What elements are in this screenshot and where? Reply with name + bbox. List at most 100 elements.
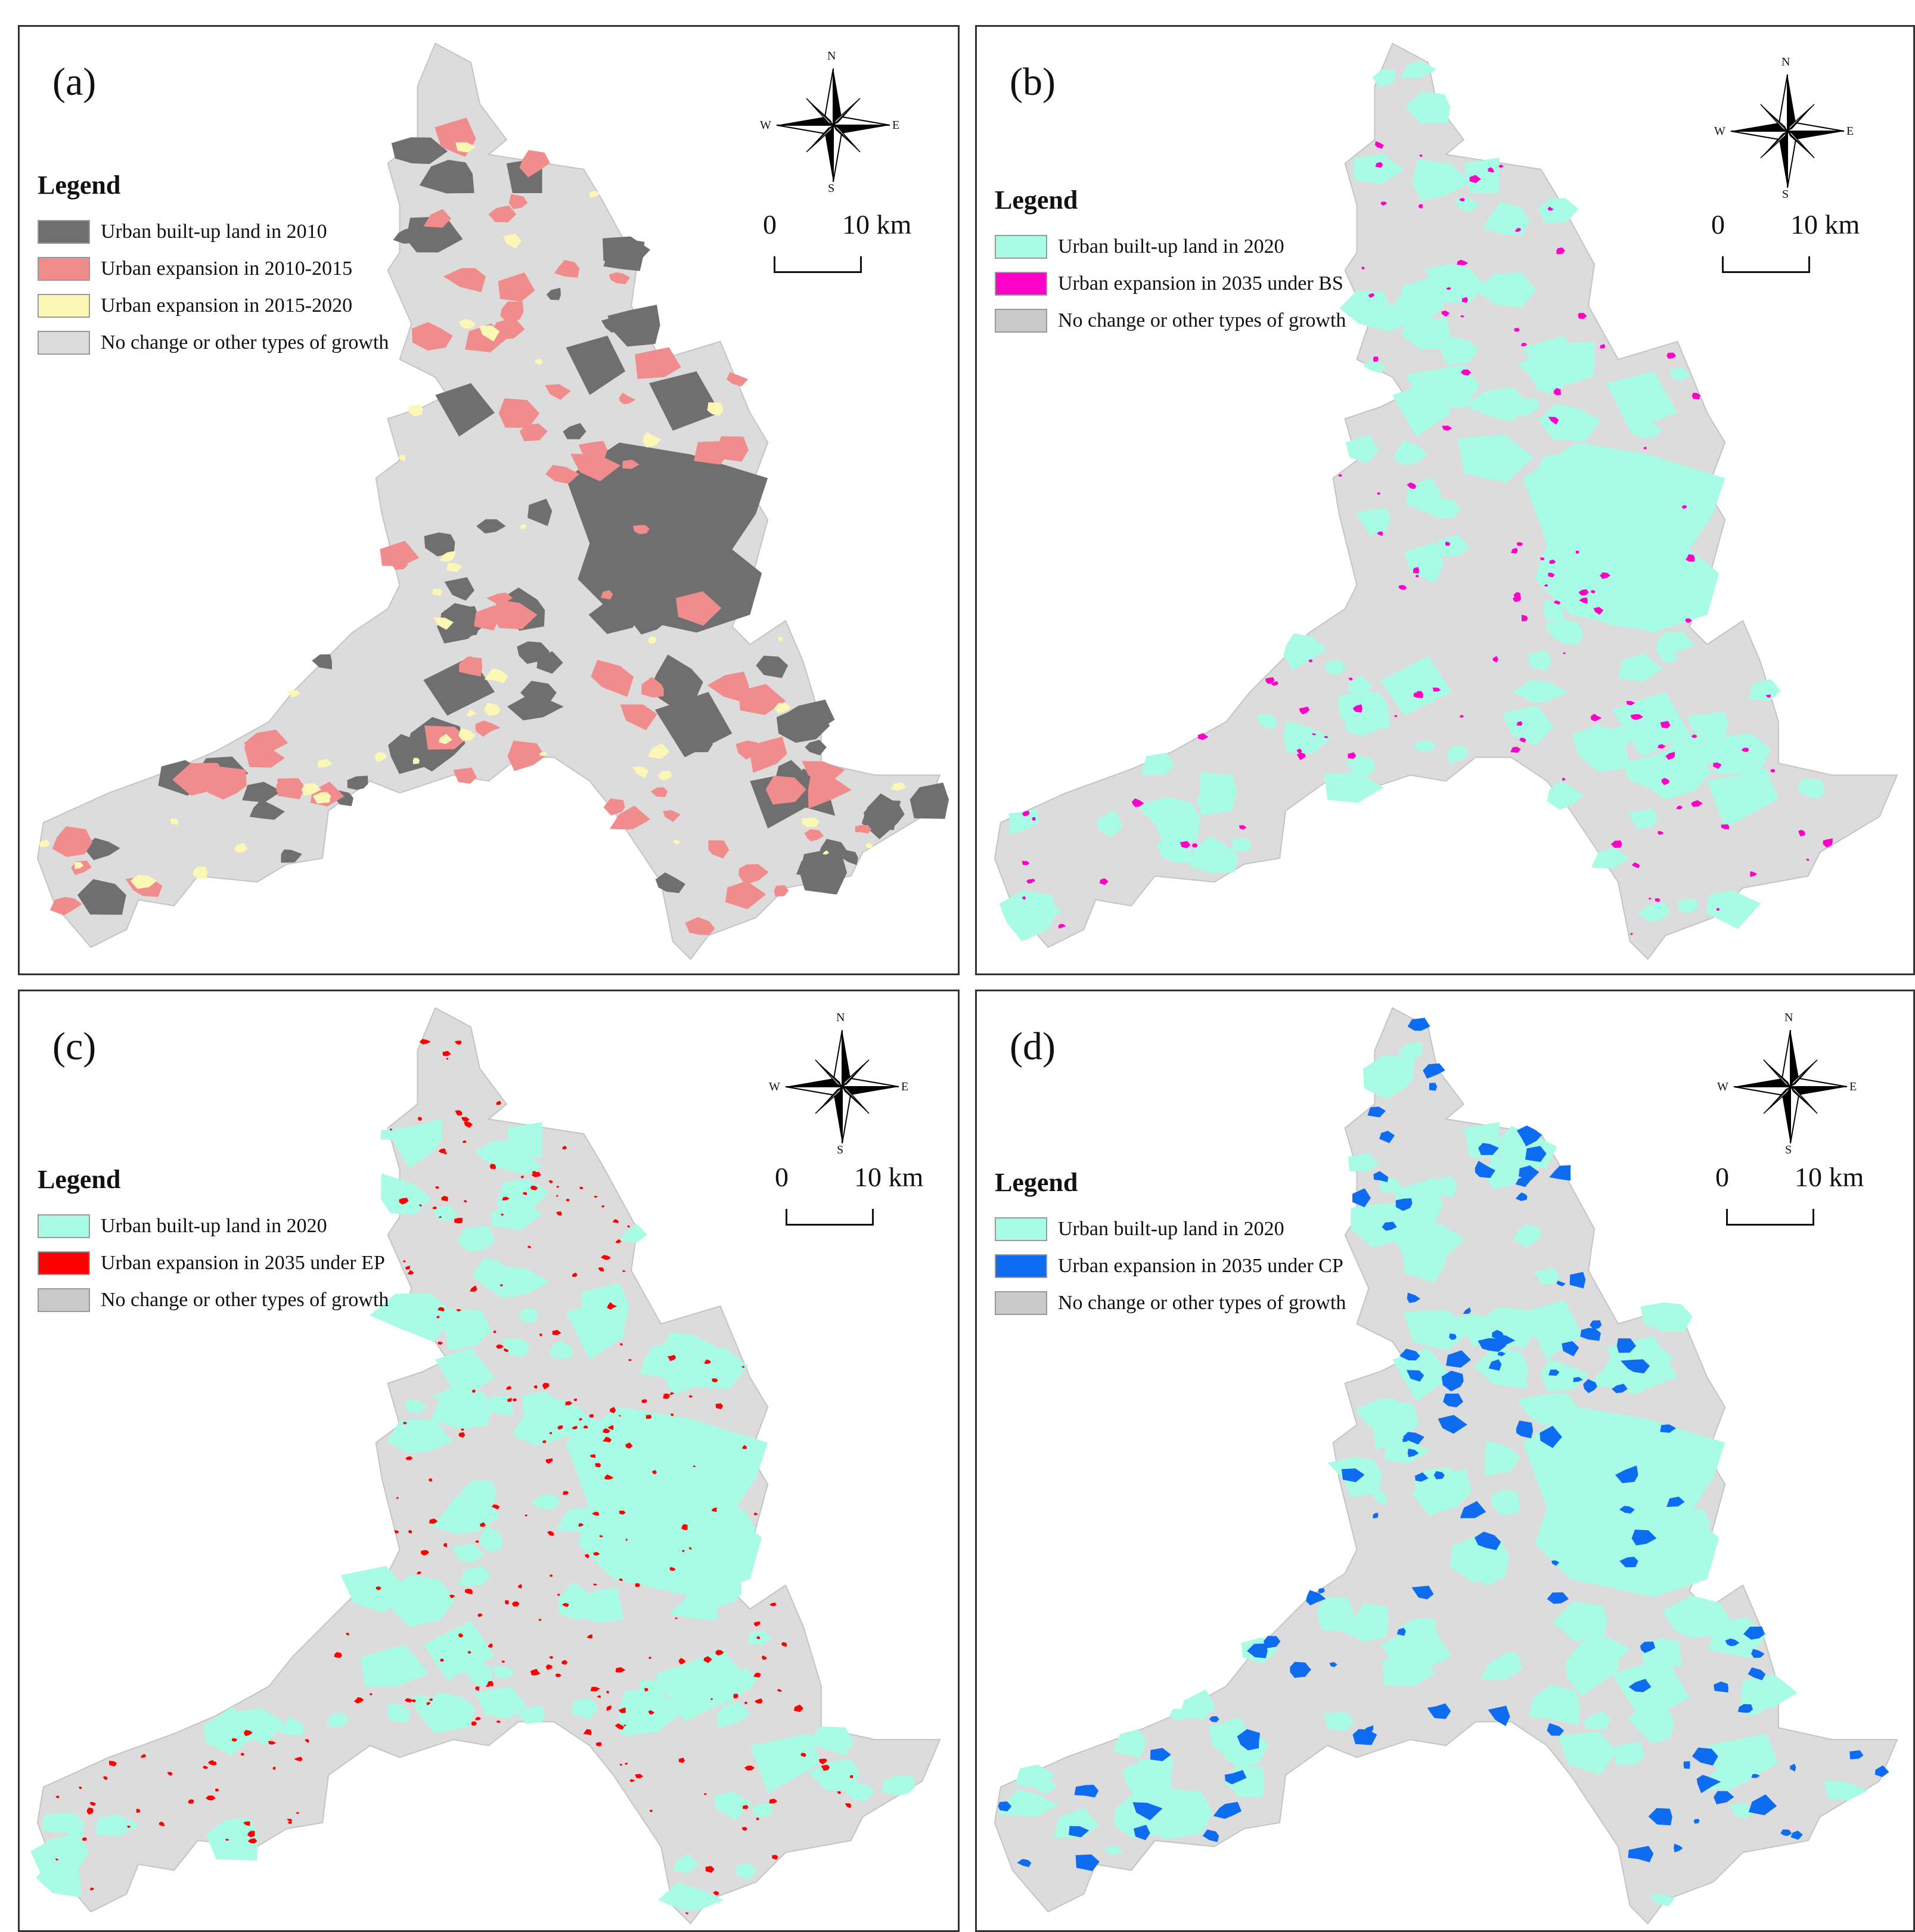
- compass-rose-icon: [1733, 1029, 1848, 1144]
- land-patch: [405, 1266, 410, 1270]
- land-patch: [1528, 1685, 1581, 1726]
- land-patch: [471, 1389, 476, 1393]
- land-patch: [1396, 1627, 1406, 1636]
- land-patch: [1377, 531, 1383, 536]
- land-patch: [641, 1413, 672, 1453]
- land-patch: [1180, 841, 1191, 849]
- land-patch: [1413, 567, 1419, 574]
- land-patch: [708, 1577, 742, 1608]
- land-patch: [575, 1315, 614, 1341]
- land-patch: [715, 1403, 724, 1410]
- land-patch: [172, 762, 230, 796]
- legend: Legend Urban built-up land in 2020 Urban…: [995, 185, 1346, 339]
- land-patch: [589, 1414, 594, 1418]
- land-patch: [821, 1764, 830, 1771]
- land-patch: [607, 1425, 614, 1430]
- land-patch: [1348, 677, 1353, 681]
- land-patch: [562, 1491, 569, 1495]
- land-patch: [1075, 1854, 1100, 1871]
- land-patch: [1556, 247, 1565, 255]
- land-patch: [703, 1793, 707, 1795]
- land-patch: [1367, 1106, 1386, 1118]
- land-patch: [714, 1791, 753, 1821]
- land-patch: [403, 1422, 407, 1425]
- land-patch: [1197, 733, 1209, 740]
- land-patch: [77, 879, 126, 915]
- land-patch: [1460, 1500, 1486, 1518]
- land-patch: [622, 1270, 626, 1273]
- land-patch: [614, 1723, 625, 1730]
- land-patch: [429, 1518, 438, 1524]
- land-patch: [1540, 1359, 1589, 1392]
- land-patch: [1516, 1420, 1534, 1438]
- land-patch: [1407, 1018, 1430, 1031]
- land-patch: [1405, 91, 1451, 124]
- land-patch: [502, 1338, 531, 1358]
- land-patch: [1583, 1379, 1597, 1394]
- land-patch: [516, 1705, 545, 1724]
- land-patch: [685, 917, 715, 935]
- land-patch: [1515, 1176, 1531, 1187]
- land-patch: [103, 1776, 108, 1780]
- land-patch: [412, 1699, 417, 1703]
- land-patch: [36, 1861, 82, 1898]
- land-patch: [340, 1565, 411, 1613]
- land-patch: [1312, 733, 1317, 736]
- land-patch: [573, 1398, 578, 1401]
- land-patch: [1538, 452, 1567, 479]
- land-patch: [82, 1837, 87, 1841]
- legend-swatch: [995, 235, 1047, 259]
- land-patch: [619, 1578, 623, 1581]
- land-patch: [588, 596, 639, 634]
- land-patch: [1446, 1350, 1471, 1368]
- land-patch: [294, 1757, 303, 1762]
- land-patch: [471, 1258, 506, 1284]
- land-patch: [1823, 1781, 1868, 1801]
- land-patch: [1395, 1198, 1413, 1211]
- land-patch: [579, 1186, 583, 1190]
- land-patch: [225, 1838, 229, 1841]
- land-patch: [754, 1698, 763, 1704]
- land-patch: [1540, 557, 1545, 560]
- land-patch: [606, 1691, 609, 1694]
- land-patch: [1540, 1425, 1562, 1449]
- panel-label: (d): [1010, 1025, 1056, 1068]
- land-patch: [625, 1442, 633, 1449]
- land-patch: [474, 1686, 527, 1719]
- land-patch: [1263, 1636, 1281, 1649]
- land-patch: [1790, 1830, 1803, 1840]
- land-patch: [455, 1110, 463, 1116]
- land-patch: [1478, 1143, 1499, 1155]
- land-patch: [842, 849, 858, 866]
- land-patch: [641, 1399, 647, 1403]
- south-label: S: [828, 182, 835, 195]
- patches-c: [30, 1038, 916, 1915]
- land-patch: [1352, 1729, 1377, 1745]
- land-patch: [712, 1378, 718, 1383]
- land-patch: [609, 272, 631, 284]
- land-patch: [1823, 838, 1833, 848]
- legend-swatch: [38, 331, 90, 355]
- land-patch: [1628, 1846, 1654, 1863]
- land-patch: [345, 1632, 350, 1636]
- legend-swatch: [995, 272, 1047, 296]
- land-patch: [1488, 167, 1494, 173]
- land-patch: [1497, 1351, 1506, 1357]
- land-patch: [127, 1825, 131, 1828]
- land-patch: [1463, 1307, 1471, 1314]
- land-patch: [1224, 1770, 1247, 1785]
- scale-start: 0: [1711, 209, 1725, 240]
- panel-b: (b) Legend Urban built-up land in 2020 U…: [975, 25, 1915, 975]
- land-patch: [556, 1186, 560, 1188]
- legend-item: No change or other types of growth: [995, 302, 1346, 339]
- land-patch: [1485, 1440, 1520, 1477]
- land-patch: [606, 1705, 612, 1711]
- scale-start: 0: [775, 1162, 789, 1192]
- land-patch: [736, 1863, 758, 1880]
- land-patch: [1748, 1794, 1777, 1816]
- land-patch: [170, 818, 179, 826]
- land-patch: [90, 1887, 95, 1891]
- land-patch: [561, 1603, 569, 1607]
- land-patch: [1538, 404, 1601, 442]
- land-patch: [1354, 153, 1404, 184]
